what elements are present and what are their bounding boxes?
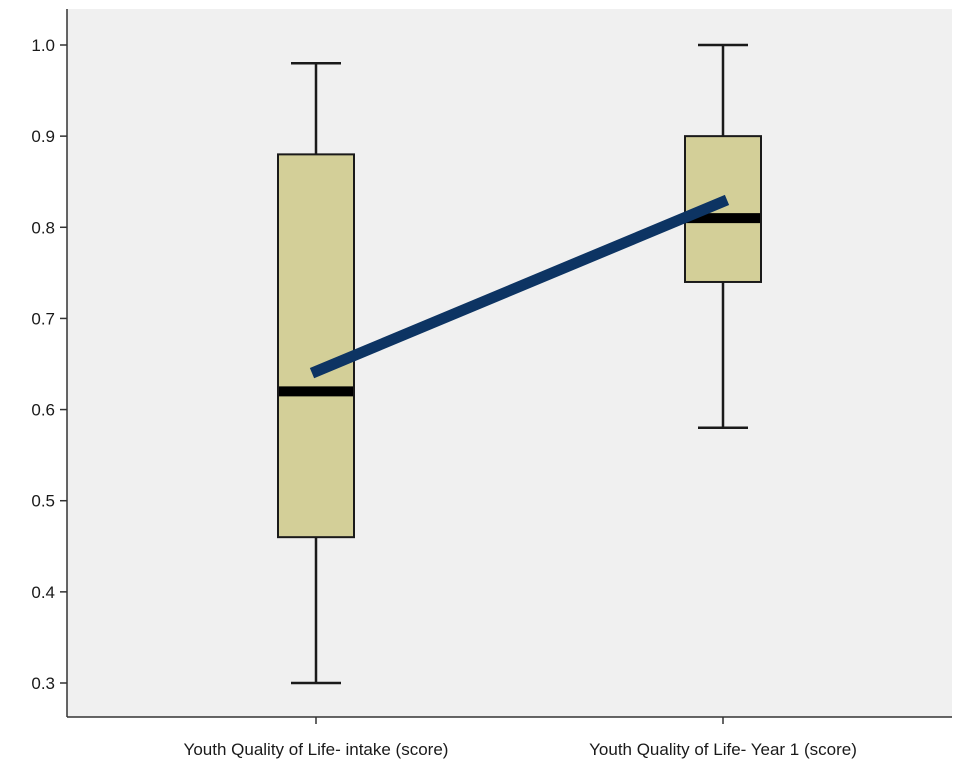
plot-area	[67, 9, 952, 717]
y-tick-label: 1.0	[31, 36, 55, 55]
x-axis: Youth Quality of Life- intake (score) You…	[67, 716, 952, 759]
boxes-group	[277, 43, 762, 685]
y-tick-label: 0.9	[31, 127, 55, 146]
x-category-label: Youth Quality of Life- intake (score)	[184, 740, 449, 759]
y-tick-label: 0.3	[31, 674, 55, 693]
y-tick-label: 0.7	[31, 309, 55, 328]
x-category-label: Youth Quality of Life- Year 1 (score)	[589, 740, 857, 759]
y-tick-label: 0.5	[31, 492, 55, 511]
trend-line	[309, 194, 730, 379]
box-1	[277, 61, 355, 685]
y-tick-label: 0.8	[31, 218, 55, 237]
box-2	[684, 43, 762, 430]
y-tick-label: 0.4	[31, 583, 55, 602]
iqr-box	[277, 153, 355, 539]
y-axis: 0.3 0.4 0.5 0.6 0.7 0.8 0.9 1.0	[31, 9, 68, 717]
y-tick-label: 0.6	[31, 401, 55, 420]
